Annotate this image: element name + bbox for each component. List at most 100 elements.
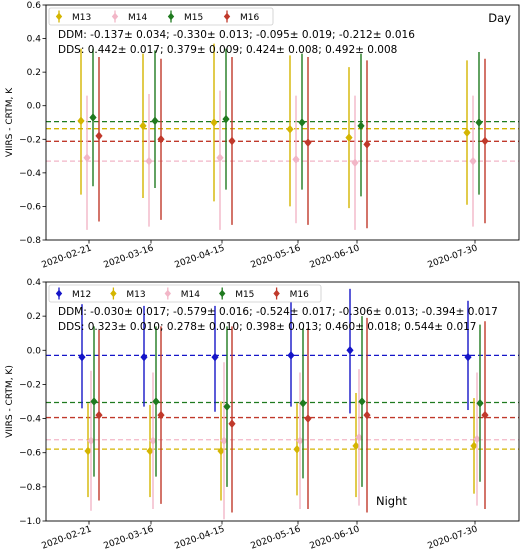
- data-point: [228, 419, 236, 428]
- y-tick-label: 0.0: [27, 102, 42, 112]
- data-point: [220, 436, 228, 446]
- plot-area: [46, 5, 519, 240]
- legend-label: M12: [72, 290, 91, 300]
- data-point: [351, 158, 359, 168]
- data-point: [145, 156, 153, 166]
- stats-dds: DDS: 0.323± 0.010; 0.278± 0.010; 0.398± …: [58, 321, 476, 333]
- data-point: [211, 352, 219, 362]
- stats-ddm: DDM: -0.030± 0.017; -0.579± 0.016; -0.52…: [58, 306, 498, 318]
- y-axis-label: VIIRS - CRTM, K: [5, 87, 15, 157]
- data-point: [149, 436, 157, 446]
- x-tick-label: 2020-03-16: [102, 524, 155, 550]
- data-point: [90, 397, 98, 406]
- legend: M12 M13 M14 M15 M16: [48, 284, 322, 303]
- data-point: [473, 434, 481, 444]
- legend-swatch-marker: [55, 12, 63, 21]
- data-point: [476, 398, 484, 408]
- data-point: [84, 446, 92, 456]
- plot-frame: [45, 281, 520, 522]
- y-tick-label: −0.6: [19, 202, 41, 212]
- stats-dds: DDS: 0.442± 0.017; 0.379± 0.009; 0.424± …: [58, 44, 397, 56]
- legend-label: M16: [290, 290, 309, 300]
- data-point: [151, 116, 159, 126]
- series-m12: [78, 288, 472, 414]
- legend-entry-m14: M14: [111, 10, 147, 23]
- x-tick-label: 2020-04-15: [173, 243, 226, 270]
- data-point: [83, 153, 91, 163]
- y-axis-label: VIIRS - CRTM, K): [5, 365, 15, 438]
- x-tick-label: 2020-03-16: [102, 243, 155, 270]
- legend-swatch-marker: [223, 12, 231, 21]
- data-point: [358, 397, 366, 406]
- data-point: [299, 398, 307, 408]
- data-point: [210, 118, 218, 127]
- y-tick-label: −0.4: [19, 169, 41, 179]
- data-point: [157, 135, 165, 144]
- data-point: [140, 352, 148, 362]
- legend-label: M15: [235, 290, 254, 300]
- x-tick-label: 2020-04-15: [173, 524, 226, 550]
- x-tick-label: 2020-07-30: [426, 524, 479, 550]
- data-point: [89, 113, 97, 122]
- x-tick-label: 2020-07-30: [426, 243, 479, 270]
- legend-label: M14: [128, 13, 147, 23]
- legend-swatch-marker: [110, 289, 117, 298]
- data-point: [78, 352, 86, 362]
- data-point: [355, 433, 363, 442]
- series-m13: [84, 392, 478, 501]
- y-tick-label: 0.4: [27, 278, 42, 288]
- data-point: [95, 131, 103, 141]
- data-point: [481, 410, 489, 420]
- data-point: [475, 118, 483, 127]
- plot-area: [46, 282, 519, 521]
- data-point: [304, 138, 312, 147]
- data-point: [481, 136, 489, 146]
- legend-label: M15: [184, 13, 203, 23]
- legend-entry-m15: M15: [219, 287, 254, 300]
- data-point: [357, 121, 365, 131]
- data-point: [363, 410, 371, 420]
- data-point: [470, 441, 478, 451]
- series-m16: [95, 317, 489, 513]
- y-tick-label: −0.6: [19, 449, 41, 459]
- x-tick-label: 2020-05-16: [249, 524, 302, 550]
- x-tick-label: 2020-06-10: [308, 243, 361, 270]
- y-tick-label: 0.4: [27, 35, 42, 45]
- legend-swatch-marker: [111, 12, 119, 21]
- series-m16: [95, 57, 489, 229]
- legend-label: M16: [240, 13, 259, 23]
- data-point: [222, 114, 230, 124]
- legend-entry-m15: M15: [167, 10, 203, 23]
- data-point: [463, 128, 471, 137]
- data-point: [216, 153, 224, 163]
- data-point: [346, 346, 354, 355]
- data-point: [139, 121, 147, 131]
- legend-swatch-marker: [164, 289, 171, 298]
- data-point: [464, 352, 472, 362]
- data-point: [363, 140, 371, 149]
- data-point: [95, 410, 103, 420]
- y-tick-label: 0.0: [27, 346, 42, 356]
- legend-box: [48, 7, 274, 26]
- data-point: [298, 118, 306, 127]
- data-point: [292, 155, 300, 164]
- data-point: [223, 402, 231, 411]
- legend-entry-m16: M16: [273, 287, 309, 300]
- y-tick-label: −0.2: [19, 135, 41, 145]
- series-m15: [90, 316, 484, 487]
- data-point: [286, 124, 294, 134]
- legend-swatch-marker: [167, 12, 175, 21]
- panel-title: Day: [488, 11, 511, 25]
- series-m14: [87, 362, 481, 520]
- y-tick-label: −0.2: [19, 380, 41, 390]
- data-point: [77, 116, 85, 126]
- stats-ddm: DDM: -0.137± 0.034; -0.330± 0.013; -0.09…: [58, 29, 415, 41]
- data-point: [345, 133, 353, 142]
- legend: M13 M14 M15 M16: [48, 7, 274, 26]
- y-tick-label: −0.8: [19, 236, 41, 246]
- legend-entry-m16: M16: [223, 10, 259, 23]
- data-point: [87, 436, 95, 446]
- data-point: [304, 414, 312, 423]
